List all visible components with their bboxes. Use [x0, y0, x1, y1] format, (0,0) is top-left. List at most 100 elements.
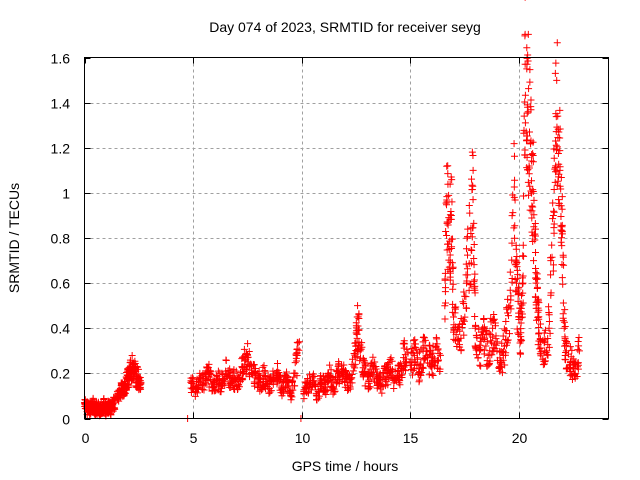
data-point: [445, 191, 453, 199]
data-point: [382, 378, 390, 386]
data-point: [524, 30, 532, 38]
data-point: [524, 178, 532, 186]
y-tick-label: 1.2: [51, 141, 71, 157]
data-point: [240, 367, 248, 375]
data-point: [447, 244, 455, 252]
data-point: [433, 340, 441, 348]
data-point: [549, 199, 557, 207]
data-point: [222, 356, 230, 364]
data-point: [327, 366, 335, 374]
data-point: [309, 377, 317, 385]
data-point: [471, 270, 479, 278]
data-point: [468, 181, 476, 189]
data-point: [354, 302, 362, 310]
data-point: [229, 369, 237, 377]
data-point: [559, 280, 567, 288]
data-point: [556, 134, 564, 142]
data-point: [443, 162, 451, 170]
data-point: [535, 330, 543, 338]
data-point: [521, 119, 529, 127]
data-point: [526, 66, 534, 74]
data-point: [530, 211, 538, 219]
data-point: [465, 202, 473, 210]
data-point: [443, 201, 451, 209]
data-point: [480, 315, 488, 323]
data-point: [461, 292, 469, 300]
data-point: [532, 274, 540, 282]
data-point: [489, 333, 497, 341]
data-point: [575, 347, 583, 355]
data-point: [544, 334, 552, 342]
data-point: [209, 377, 217, 385]
data-point: [466, 209, 474, 217]
data-point: [237, 368, 245, 376]
data-point: [563, 364, 571, 372]
data-point: [462, 245, 470, 253]
data-point: [434, 345, 442, 353]
data-point: [429, 349, 437, 357]
data-point: [466, 280, 474, 288]
data-point: [434, 356, 442, 364]
data-point: [568, 346, 576, 354]
data-point: [394, 376, 402, 384]
data-point: [339, 365, 347, 373]
data-point: [467, 281, 475, 289]
data-point: [511, 234, 519, 242]
y-tick-label: 0.8: [51, 231, 71, 247]
data-point: [491, 322, 499, 330]
data-point: [547, 291, 555, 299]
data-point: [560, 261, 568, 269]
data-point: [258, 386, 266, 394]
data-point: [515, 283, 523, 291]
data-point: [448, 259, 456, 267]
data-point: [528, 177, 536, 185]
data-point: [547, 257, 555, 265]
data-point: [401, 367, 409, 375]
data-point: [460, 300, 468, 308]
x-axis-label: GPS time / hours: [292, 458, 399, 474]
data-point: [476, 361, 484, 369]
data-point: [468, 246, 476, 254]
data-point: [551, 69, 559, 77]
data-point: [549, 261, 557, 269]
data-point: [447, 235, 455, 243]
data-point: [419, 344, 427, 352]
data-point: [443, 219, 451, 227]
data-point: [545, 343, 553, 351]
data-point: [245, 348, 253, 356]
data-point: [313, 396, 321, 404]
data-point: [573, 363, 581, 371]
data-point: [269, 367, 277, 375]
data-point: [448, 176, 456, 184]
data-point: [520, 252, 528, 260]
data-point: [527, 106, 535, 114]
data-point: [401, 340, 409, 348]
data-point: [471, 276, 479, 284]
data-point: [529, 186, 537, 194]
data-point: [471, 343, 479, 351]
data-point: [527, 96, 535, 104]
data-point: [526, 78, 534, 86]
data-point: [238, 376, 246, 384]
data-points: [81, 0, 583, 422]
data-point: [463, 234, 471, 242]
data-point: [529, 150, 537, 158]
data-point: [287, 396, 295, 404]
data-point: [542, 349, 550, 357]
data-point: [532, 264, 540, 272]
data-point: [485, 329, 493, 337]
data-point: [559, 253, 567, 261]
data-point: [470, 255, 478, 263]
data-point: [415, 348, 423, 356]
data-point: [244, 340, 252, 348]
data-point: [411, 336, 419, 344]
data-point: [205, 360, 213, 368]
data-point: [345, 385, 352, 393]
data-point: [371, 358, 379, 366]
data-point: [469, 224, 477, 232]
data-point: [378, 389, 386, 397]
data-point: [532, 249, 540, 257]
data-point: [511, 176, 519, 184]
data-point: [136, 383, 144, 391]
